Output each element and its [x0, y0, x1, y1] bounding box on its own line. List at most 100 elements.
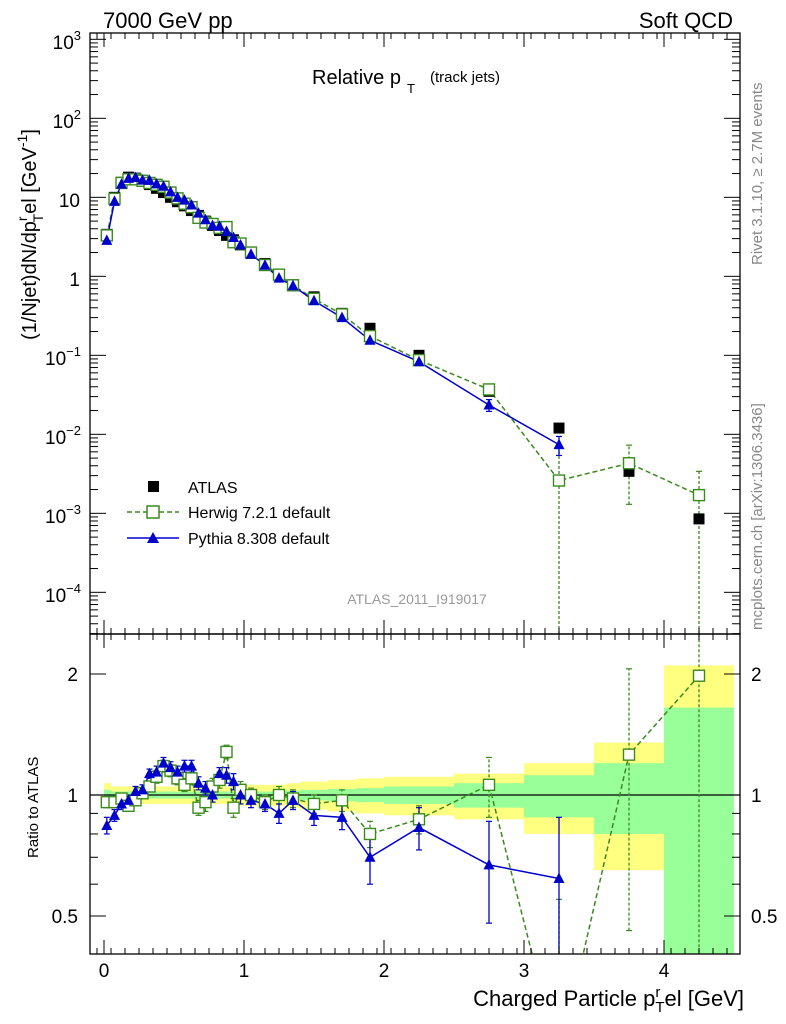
main-ylabel-sub: T [30, 213, 46, 222]
plot-title-extra: (track jets) [430, 69, 500, 86]
xtick-label-0: 0 [99, 961, 110, 982]
legend-herwig-label: Herwig 7.2.1 default [188, 505, 331, 522]
herwig-point [482, 383, 496, 396]
pythia-point [235, 238, 246, 250]
pythia-ratio-point [364, 851, 376, 862]
pythia-point [151, 177, 162, 189]
plot-title: Relative p T (track jets) [312, 67, 500, 96]
atlas-point [364, 322, 376, 334]
pythia-ratio-point [483, 858, 495, 870]
pythia-point [172, 191, 183, 202]
pythia-ratio-point [101, 819, 113, 830]
pythia-point [207, 219, 218, 230]
pythia-point [165, 185, 176, 197]
herwig-ratio-point [482, 778, 496, 792]
main-ytick-label-0.0001: 10−4 [45, 581, 81, 607]
pythia-point [179, 194, 190, 205]
process-label: Soft QCD [639, 8, 733, 33]
xtick-label-1: 1 [239, 961, 250, 982]
plot-title-sub: T [407, 81, 415, 96]
herwig-point [692, 488, 706, 502]
pythia-ratio-point [200, 782, 211, 793]
pythia-ratio-point [553, 872, 565, 883]
legend-atlas-marker [148, 481, 159, 492]
herwig-ratio-point [335, 794, 349, 807]
plot-title-main: Relative p [312, 67, 401, 89]
pythia-ratio-point [207, 789, 218, 800]
pythia-ratio-point [186, 760, 197, 771]
svg-text:(1/Njet)dN/dprTel [GeV-1]: (1/Njet)dN/dprTel [GeV-1] [14, 129, 46, 340]
herwig-point [622, 457, 636, 470]
axis-ticks [90, 33, 740, 954]
pythia-point [553, 438, 565, 450]
ratio-ytick-label-1: 1 [67, 786, 78, 807]
pythia-ratio-point [151, 766, 162, 777]
pythia-ratio-point [165, 761, 176, 773]
pythia-point [259, 259, 271, 270]
herwig-ratio-point [272, 788, 286, 802]
pythia-ratio-point [193, 777, 204, 788]
xtick-label-3: 3 [519, 961, 530, 982]
ratio-panel-frame [89, 633, 741, 955]
herwig-point [552, 474, 566, 487]
legend-pythia-label: Pythia 8.308 default [188, 531, 330, 548]
main-ylabel-text: (1/Njet)dN/dp [19, 221, 41, 340]
pythia-point [336, 311, 348, 323]
pythia-point [287, 279, 299, 291]
pythia-point [308, 294, 320, 306]
pythia-point [200, 213, 211, 225]
ratio-y-axis-label: Ratio to ATLAS [25, 757, 42, 858]
legend-atlas-label: ATLAS [188, 480, 238, 497]
main-y-tick-labels: 103 102 10 1 10−1 10−2 10−3 10−4 [45, 28, 81, 607]
ratio-ytick-label-1-right: 1 [751, 786, 762, 807]
herwig-ratio-point [622, 748, 636, 761]
pythia-point [186, 198, 197, 210]
herwig-ratio-point [363, 827, 377, 841]
ratio-ytick-label-2-right: 2 [751, 665, 762, 686]
herwig-line [106, 178, 700, 496]
pythia-ratio-point [228, 775, 239, 787]
pythia-point [483, 399, 495, 410]
pythia-ratio-point [123, 794, 134, 805]
analysis-id: ATLAS_2011_I919017 [347, 591, 487, 607]
pythia-point [144, 174, 155, 185]
pythia-point [245, 248, 257, 259]
ratio-y-tick-labels-right: 2 1 0.5 [751, 665, 777, 928]
legend-pythia-marker [147, 532, 159, 543]
pythia-ratio-point [214, 767, 225, 779]
main-ytick-label-0.001: 10−3 [45, 502, 81, 528]
ratio-ytick-label-0.5-right: 0.5 [751, 907, 777, 928]
pythia-point [101, 234, 113, 245]
ratio-y-tick-labels-left: 2 1 0.5 [52, 665, 78, 928]
pythia-ratio-point [172, 766, 183, 777]
pythia-point [130, 171, 141, 183]
pythia-ratio-point [179, 760, 190, 771]
x-axis-label: Charged Particle pr Tel [GeV] [473, 984, 744, 1016]
xlabel-sub: T [655, 999, 664, 1016]
pythia-point [214, 220, 225, 231]
pythia-point [193, 207, 204, 218]
pythia-point [109, 195, 120, 206]
mcplots-label: mcplots.cern.ch [arXiv:1306.3436] [749, 403, 766, 630]
ratio-ytick-label-0.5: 0.5 [52, 907, 78, 928]
herwig-ratio-point [220, 745, 233, 759]
main-ylabel-close: ] [19, 129, 41, 135]
x-tick-labels: 0 1 2 3 4 [99, 961, 670, 982]
main-ylabel-sup: r [14, 216, 30, 221]
herwig-ratio-point [692, 669, 706, 682]
pythia-point [228, 231, 239, 243]
xlabel-sup: r [655, 984, 660, 1001]
ratio-band-inner [524, 775, 594, 818]
pythia-ratio-point [221, 769, 232, 780]
pythia-ratio-point [109, 809, 120, 820]
main-ylabel-tail: el [GeV [19, 146, 41, 213]
pythia-point [137, 174, 148, 185]
main-ytick-label-0.01: 10−2 [45, 423, 81, 449]
pythia-ratio-point [235, 789, 246, 800]
herwig-ratio-point [178, 778, 191, 792]
herwig-ratio-point [143, 780, 156, 793]
atlas-point [553, 422, 565, 434]
main-ytick-label-1: 1 [69, 270, 80, 291]
pythia-point [158, 180, 169, 191]
